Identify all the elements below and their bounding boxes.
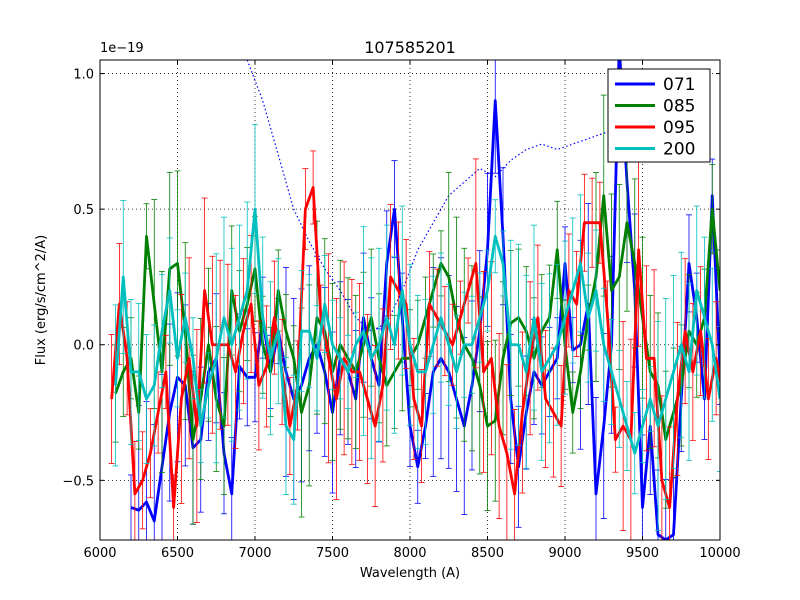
y-tick-label: 0.0 (73, 339, 94, 354)
y-tick-label: −0.5 (62, 474, 94, 489)
x-tick-label: 8500 (471, 546, 504, 561)
series-line-dotted-reference (246, 60, 620, 332)
y-tick-label: 1.0 (73, 68, 94, 83)
y-axis-label: Flux (erg/s/cm^2/A) (34, 235, 49, 365)
legend-label-085: 085 (663, 97, 695, 117)
legend-label-200: 200 (663, 140, 695, 160)
x-tick-label: 6000 (83, 546, 116, 561)
x-tick-label: 10000 (699, 546, 740, 561)
legend-label-095: 095 (663, 118, 695, 138)
x-tick-label: 9500 (626, 546, 659, 561)
series-200 (112, 124, 720, 531)
ticks: 6000 6500 7000 7500 8000 8500 9000 9500 10000 −0.… (62, 60, 741, 561)
chart-title: 107585201 (364, 38, 456, 57)
y-tick-label: 0.5 (73, 203, 94, 218)
x-axis-label: Wavelength (A) (360, 566, 460, 581)
x-tick-label: 7000 (238, 546, 271, 561)
x-tick-label: 8000 (393, 546, 426, 561)
x-tick-label: 6500 (161, 546, 194, 561)
x-tick-label: 9000 (548, 546, 581, 561)
y-offset-label: 1e−19 (100, 41, 144, 56)
x-tick-label: 7500 (316, 546, 349, 561)
legend-label-071: 071 (663, 75, 695, 95)
series-line-200 (114, 207, 720, 455)
